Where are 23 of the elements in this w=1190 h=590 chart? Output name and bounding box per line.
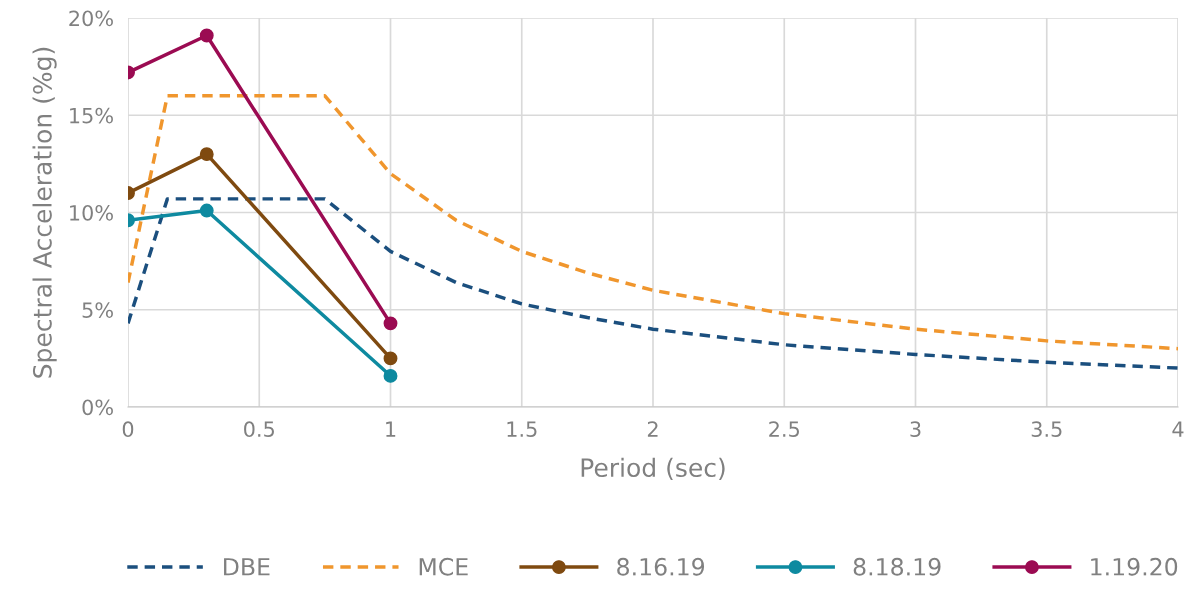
x-tick-label: 1.5 <box>507 421 537 438</box>
y-tick-label: 5% <box>82 302 113 318</box>
line-series <box>128 94 1178 351</box>
y-tick-label: 10% <box>70 204 113 221</box>
line-series <box>128 197 1178 370</box>
x-tick-label: 4 <box>1172 421 1184 437</box>
legend-label: 1.19.20 <box>1091 557 1178 576</box>
x-tick-label: 0.5 <box>244 421 274 438</box>
x-axis-title: Period (sec) <box>581 457 725 481</box>
legend-label: 8.18.19 <box>853 557 941 576</box>
x-tick-label: 1 <box>386 421 396 437</box>
y-axis-title: Spectral Acceleration (%g) <box>32 47 57 378</box>
x-tick-label: 2.5 <box>769 421 799 438</box>
x-tick-label: 3.5 <box>1031 421 1062 438</box>
y-tick-label: 20% <box>69 10 113 27</box>
legend-label: MCE <box>419 557 468 576</box>
x-tick-label: 3 <box>910 421 921 438</box>
x-tick-label: 2 <box>647 421 658 437</box>
x-tick-label: 0 <box>122 421 134 438</box>
y-tick-label: 0% <box>82 399 113 416</box>
legend-label: DBE <box>224 558 270 576</box>
y-tick-label: 15% <box>70 107 113 124</box>
legend-label: 8.16.19 <box>617 557 705 576</box>
